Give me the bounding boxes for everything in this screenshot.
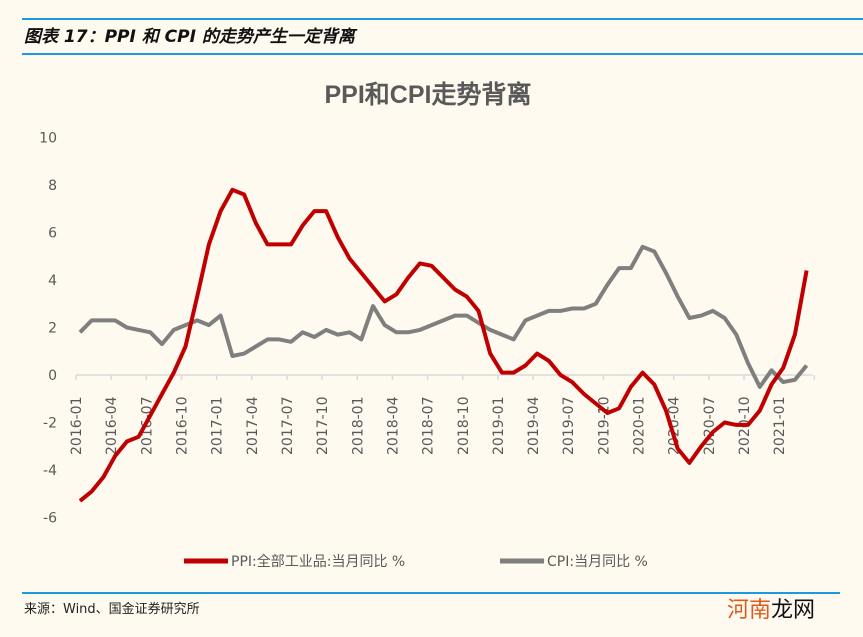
line-chart: PPI和CPI走势背离 -6 -4 -2 0 2 4 6 8 10 2016-01 2016-04… (39, 80, 816, 570)
x-tick-label: 2016-07 (139, 397, 155, 456)
y-tick-label: 0 (48, 368, 57, 384)
x-tick-label: 2019-04 (526, 396, 542, 455)
series-lines (78, 187, 809, 503)
y-tick-label: -2 (43, 416, 57, 432)
y-tick-label: 8 (48, 178, 57, 194)
y-tick-label: 10 (39, 131, 57, 147)
x-tick-label: 2020-04 (667, 396, 683, 455)
watermark: 河南龙网 (727, 592, 815, 624)
y-axis: -6 -4 -2 0 2 4 6 8 10 (39, 131, 57, 527)
y-tick-label: -4 (43, 463, 57, 479)
x-tick-label: 2018-10 (456, 397, 472, 456)
watermark-part1: 河南 (727, 598, 772, 623)
x-axis: 2016-01 2016-04 2016-07 2016-10 2017-01 2017-… (69, 374, 816, 456)
bottom-rule (22, 592, 840, 594)
y-tick-label: 2 (48, 321, 57, 337)
watermark-part2: 龙网 (771, 598, 816, 623)
top-rule (22, 18, 863, 20)
x-tick-label: 2017-01 (210, 397, 226, 456)
ppi-line (78, 187, 809, 503)
x-tick-label: 2016-10 (174, 397, 190, 456)
legend: PPI:全部工业品:当月同比 % CPI:当月同比 % (184, 553, 648, 570)
figure-title: 图表 17：PPI 和 CPI 的走势产生一定背离 (24, 27, 355, 47)
x-tick-label: 2016-04 (104, 396, 120, 455)
x-tick-label: 2020-01 (632, 397, 648, 456)
x-tick-label: 2019-01 (491, 397, 507, 456)
chart-title: PPI和CPI走势背离 (325, 80, 532, 109)
x-tick-label: 2020-07 (702, 397, 718, 456)
legend-label-ppi: PPI:全部工业品:当月同比 % (231, 553, 405, 570)
cpi-line (78, 244, 809, 389)
x-tick-label: 2018-04 (385, 396, 401, 455)
x-tick-label: 2021-01 (772, 397, 788, 456)
source-note: 来源：Wind、国金证券研究所 (24, 602, 200, 617)
y-tick-label: 4 (48, 273, 57, 289)
x-tick-label: 2017-04 (245, 396, 261, 455)
legend-label-cpi: CPI:当月同比 % (547, 554, 648, 570)
x-tick-label: 2016-01 (69, 397, 85, 456)
x-tick-label: 2017-10 (315, 397, 331, 456)
x-tick-label: 2017-07 (280, 397, 296, 456)
title-rule (22, 53, 863, 55)
y-tick-label: 6 (48, 226, 57, 242)
y-tick-label: -6 (43, 511, 57, 527)
x-tick-label: 2019-07 (561, 397, 577, 456)
x-tick-label: 2018-07 (421, 397, 437, 456)
x-tick-label: 2018-01 (350, 397, 366, 456)
